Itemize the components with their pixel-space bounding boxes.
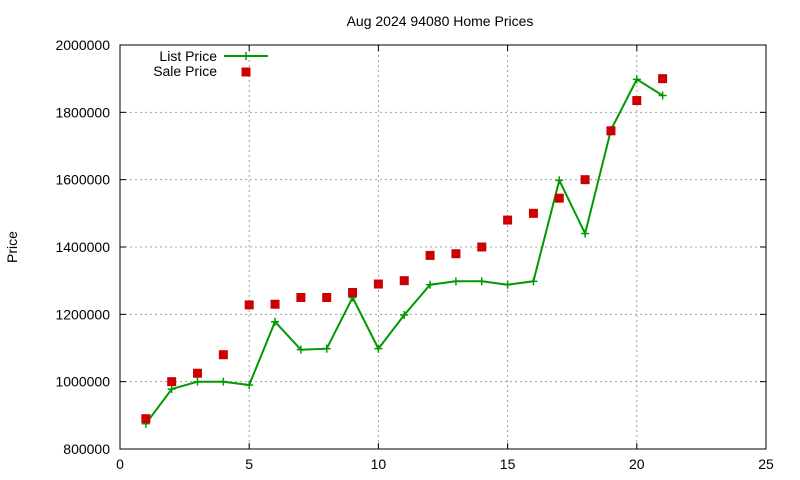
x-tick-label: 15	[500, 456, 516, 472]
sale-price-point	[528, 208, 538, 218]
grid-lines	[120, 45, 766, 449]
x-tick-label: 10	[371, 456, 387, 472]
sale-price-point	[580, 175, 590, 185]
list-price-point	[426, 280, 435, 289]
list-price-point	[271, 317, 280, 326]
list-price-line	[144, 77, 664, 425]
sale-price-point	[141, 414, 151, 424]
list-price-point	[581, 229, 590, 238]
x-tick-label: 0	[116, 456, 124, 472]
x-tick-label: 25	[758, 456, 774, 472]
legend-label-sale-price: Sale Price	[153, 63, 217, 79]
sale-price-point	[270, 299, 280, 309]
list-price-point	[400, 311, 409, 320]
sale-price-point	[425, 250, 435, 260]
y-axis-label: Price	[4, 231, 20, 263]
y-tick-label: 1800000	[55, 104, 110, 120]
sale-price-point	[451, 249, 461, 259]
y-tick-label: 800000	[63, 441, 110, 457]
list-price-point	[193, 377, 202, 386]
list-price-point	[529, 277, 538, 286]
sale-price-point	[322, 293, 332, 302]
x-tick-label: 5	[245, 456, 253, 472]
sale-price-point	[554, 193, 564, 203]
list-price-point	[374, 344, 383, 353]
list-price-point	[555, 176, 564, 185]
sale-price-point	[606, 126, 616, 136]
sale-price-point	[658, 74, 668, 84]
chart-title: Aug 2024 94080 Home Prices	[347, 13, 534, 29]
sale-price-point	[399, 276, 409, 286]
list-price-point	[245, 381, 254, 390]
y-tick-label: 2000000	[55, 37, 110, 53]
list-price-point	[632, 75, 641, 84]
list-price-point	[451, 277, 460, 286]
sale-price-point	[244, 300, 254, 310]
series-sale-price	[141, 74, 668, 424]
list-price-point	[296, 345, 305, 354]
list-price-point	[219, 377, 228, 386]
y-tick-label: 1000000	[55, 374, 110, 390]
sale-price-point	[296, 293, 306, 302]
x-tick-label: 20	[629, 456, 645, 472]
sale-price-point	[373, 279, 383, 289]
y-tick-label: 1400000	[55, 239, 110, 255]
sale-price-point	[167, 377, 177, 387]
sale-price-point	[503, 215, 513, 225]
list-price-point	[322, 344, 331, 353]
list-price-point	[503, 280, 512, 289]
list-price-point	[658, 91, 667, 100]
list-price-point	[477, 277, 486, 286]
sale-price-point	[218, 350, 228, 360]
sale-price-point	[193, 368, 203, 378]
legend-marker-sale-price	[241, 67, 251, 77]
sale-price-point	[632, 96, 642, 106]
sale-price-point	[348, 287, 358, 297]
list-price-point	[167, 385, 176, 394]
legend-marker-list-price	[242, 52, 250, 60]
y-tick-label: 1200000	[55, 306, 110, 322]
series-list-price	[141, 75, 667, 428]
sale-price-point	[477, 242, 487, 252]
axes: 0 5 10 15 20 25 800000 1000000 1200000 1400000 160…	[55, 37, 774, 472]
y-tick-label: 1600000	[55, 172, 110, 188]
legend-label-list-price: List Price	[159, 48, 217, 64]
